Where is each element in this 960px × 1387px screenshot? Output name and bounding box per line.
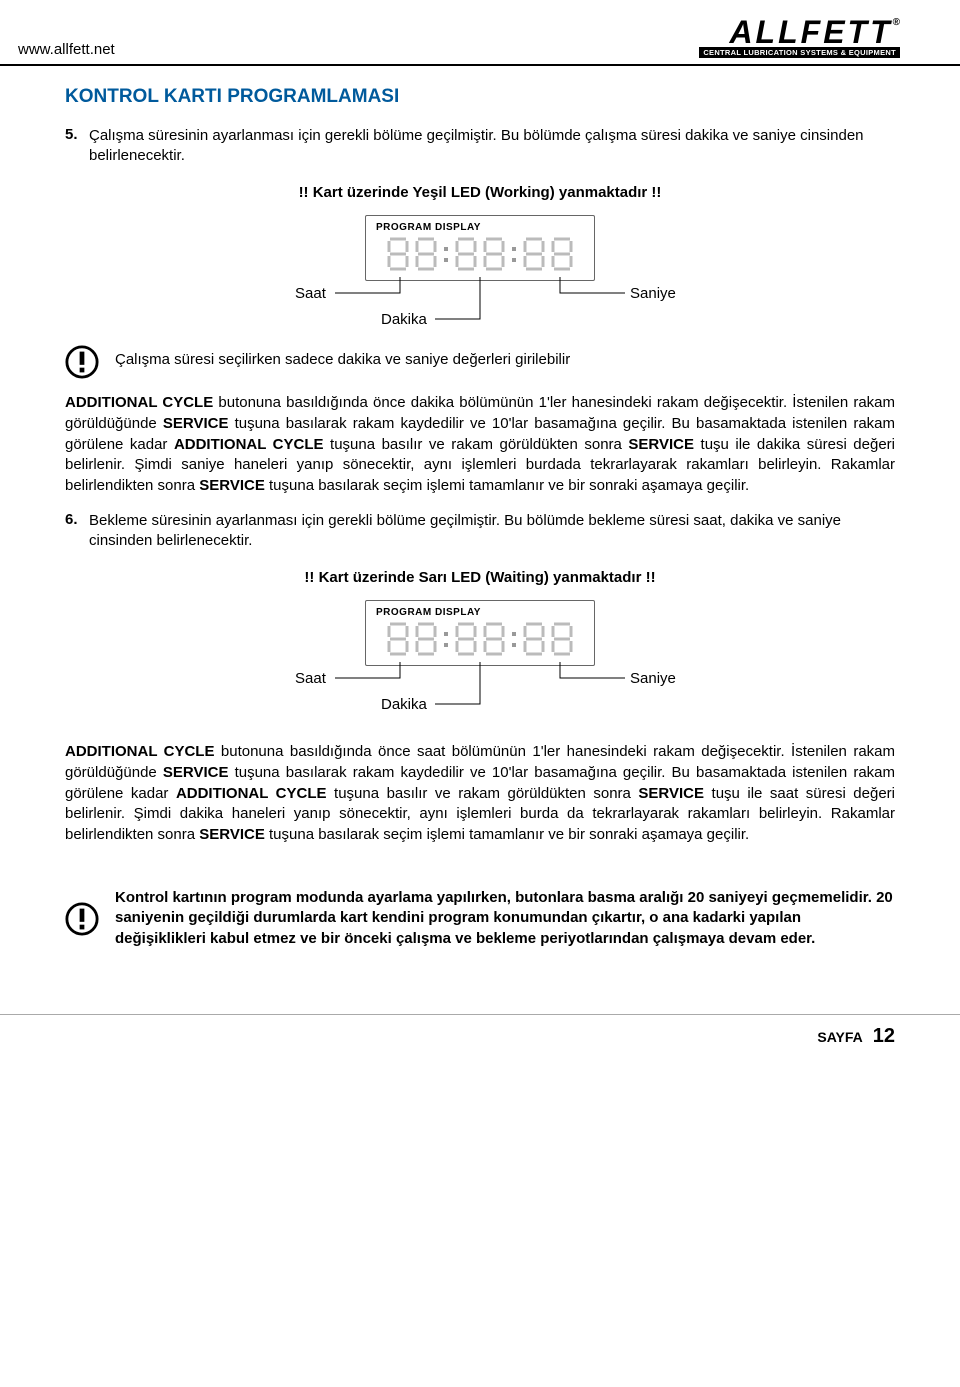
display-box: PROGRAM DISPLAY: [365, 600, 595, 666]
seven-seg-icon: [550, 236, 574, 272]
seven-seg-icon: [522, 236, 546, 272]
callout-dakika: Dakika: [381, 696, 427, 713]
kw-service: SERVICE: [638, 785, 704, 802]
page: www.allfett.net ALLFETT® CENTRAL LUBRICA…: [0, 0, 960, 1068]
step-number: 5.: [65, 126, 89, 167]
exclamation-icon: [65, 345, 99, 379]
logo-main-text: ALLFETT: [729, 14, 892, 50]
page-title: KONTROL KARTI PROGRAMLAMASI: [65, 86, 895, 108]
display-box: PROGRAM DISPLAY: [365, 215, 595, 281]
logo: ALLFETT® CENTRAL LUBRICATION SYSTEMS & E…: [699, 18, 900, 58]
p1-f: tuşuna basılır ve rakam görüldükten sonr…: [324, 436, 629, 453]
p1-j: tuşuna basılarak seçim işlemi tamamlanır…: [265, 477, 749, 494]
seven-seg-icon: [550, 621, 574, 657]
warning-text: Kontrol kartının program modunda ayarlam…: [115, 888, 895, 950]
content: KONTROL KARTI PROGRAMLAMASI 5. Çalışma s…: [0, 66, 960, 984]
led-yellow-note: !! Kart üzerinde Sarı LED (Waiting) yanm…: [65, 569, 895, 586]
display-digits: [376, 236, 584, 272]
step-6: 6. Bekleme süresinin ayarlanması için ge…: [65, 511, 895, 552]
callout-saat: Saat: [295, 285, 326, 302]
seven-seg-icon: [454, 621, 478, 657]
led-green-note: !! Kart üzerinde Yeşil LED (Working) yan…: [65, 184, 895, 201]
paragraph-1: ADDITIONAL CYCLE butonuna basıldığında ö…: [65, 393, 895, 496]
display-digits: [376, 621, 584, 657]
site-url: www.allfett.net: [18, 41, 115, 58]
callout-saniye: Saniye: [630, 285, 676, 302]
kw-addcycle: ADDITIONAL CYCLE: [65, 394, 213, 411]
display-label: PROGRAM DISPLAY: [376, 607, 584, 618]
footer-label: SAYFA: [817, 1029, 862, 1045]
colon-icon: [442, 632, 450, 647]
logo-text: ALLFETT®: [699, 18, 900, 47]
colon-icon: [510, 247, 518, 262]
display-diagram-2: PROGRAM DISPLAY: [65, 600, 895, 718]
seven-seg-icon: [386, 236, 410, 272]
kw-service: SERVICE: [163, 415, 229, 432]
seven-seg-icon: [482, 236, 506, 272]
p2-j: tuşuna basılarak seçim işlemi tamamlanır…: [265, 826, 749, 843]
seven-seg-icon: [414, 621, 438, 657]
paragraph-2: ADDITIONAL CYCLE butonuna basıldığında ö…: [65, 742, 895, 845]
page-footer: SAYFA 12: [0, 1014, 960, 1068]
display-diagram-1: PROGRAM DISPLAY: [65, 215, 895, 333]
kw-addcycle: ADDITIONAL CYCLE: [174, 436, 324, 453]
step-5: 5. Çalışma süresinin ayarlanması için ge…: [65, 126, 895, 167]
kw-addcycle: ADDITIONAL CYCLE: [176, 785, 327, 802]
kw-service: SERVICE: [628, 436, 694, 453]
step-number: 6.: [65, 511, 89, 552]
p2-f: tuşuna basılır ve rakam görüldükten sonr…: [327, 785, 639, 802]
seven-seg-icon: [454, 236, 478, 272]
step-text: Bekleme süresinin ayarlanması için gerek…: [89, 511, 895, 552]
seven-seg-icon: [522, 621, 546, 657]
warning-text: Çalışma süresi seçilirken sadece dakika …: [115, 343, 570, 371]
kw-service: SERVICE: [163, 764, 229, 781]
warning-2: Kontrol kartının program modunda ayarlam…: [65, 888, 895, 950]
kw-service: SERVICE: [199, 477, 265, 494]
kw-service: SERVICE: [199, 826, 265, 843]
callout-saniye: Saniye: [630, 670, 676, 687]
warning-1: Çalışma süresi seçilirken sadece dakika …: [65, 343, 895, 379]
seven-seg-icon: [414, 236, 438, 272]
logo-registered: ®: [893, 17, 900, 28]
colon-icon: [510, 632, 518, 647]
kw-addcycle: ADDITIONAL CYCLE: [65, 743, 214, 760]
seven-seg-icon: [386, 621, 410, 657]
step-text: Çalışma süresinin ayarlanması için gerek…: [89, 126, 895, 167]
colon-icon: [442, 247, 450, 262]
footer-page-number: 12: [873, 1025, 895, 1048]
exclamation-icon: [65, 902, 99, 936]
callout-saat: Saat: [295, 670, 326, 687]
display-label: PROGRAM DISPLAY: [376, 222, 584, 233]
callout-dakika: Dakika: [381, 311, 427, 328]
seven-seg-icon: [482, 621, 506, 657]
page-header: www.allfett.net ALLFETT® CENTRAL LUBRICA…: [0, 0, 960, 66]
